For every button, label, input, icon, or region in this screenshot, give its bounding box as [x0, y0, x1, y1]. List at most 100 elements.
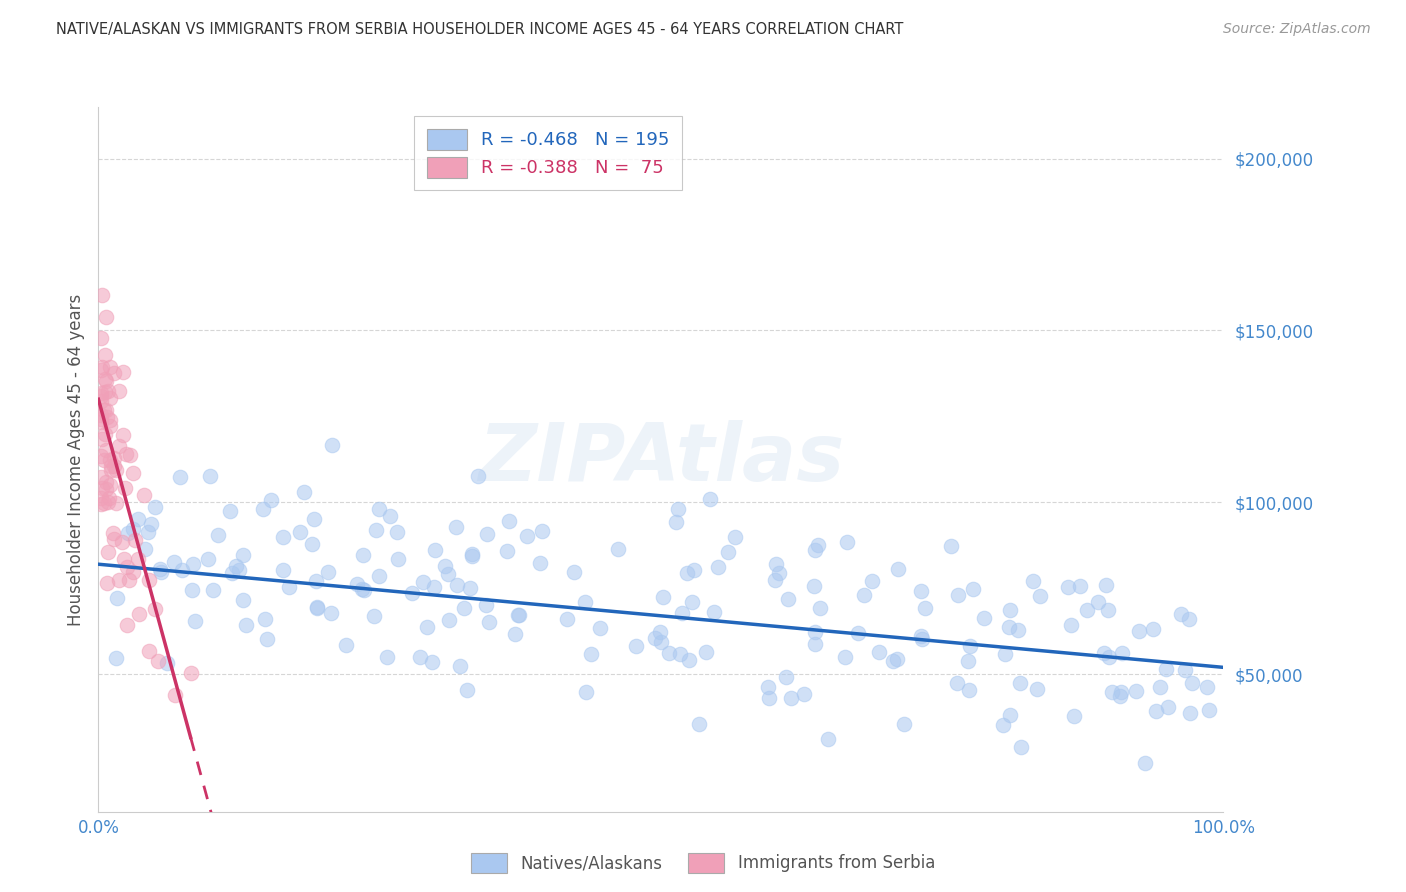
Point: [412, 574, 434, 589]
Point: [128, 607, 150, 622]
Point: [423, 542, 446, 557]
Point: [793, 687, 815, 701]
Point: [98, 413, 121, 427]
Point: [1101, 685, 1123, 699]
Point: [363, 609, 385, 624]
Point: [946, 588, 969, 602]
Point: [138, 574, 160, 588]
Point: [449, 658, 471, 673]
Point: [105, 496, 128, 510]
Point: [478, 615, 501, 630]
Point: [301, 537, 323, 551]
Point: [139, 516, 162, 531]
Point: [893, 717, 915, 731]
Point: [150, 565, 173, 579]
Point: [350, 582, 373, 596]
Point: [1057, 580, 1080, 594]
Point: [1125, 683, 1147, 698]
Point: [717, 545, 740, 559]
Point: [124, 533, 146, 548]
Point: [804, 637, 827, 651]
Point: [756, 680, 779, 694]
Point: [1133, 756, 1156, 770]
Point: [321, 437, 343, 451]
Point: [143, 500, 166, 515]
Point: [200, 468, 222, 483]
Point: [1109, 689, 1132, 703]
Point: [368, 569, 391, 583]
Point: [1178, 706, 1201, 721]
Point: [228, 564, 250, 578]
Point: [1025, 681, 1047, 696]
Point: [138, 644, 160, 658]
Point: [1097, 603, 1119, 617]
Point: [775, 670, 797, 684]
Point: [127, 512, 149, 526]
Point: [1095, 578, 1118, 592]
Point: [506, 607, 529, 622]
Point: [1109, 685, 1132, 699]
Point: [112, 552, 135, 566]
Point: [112, 366, 135, 380]
Point: [94, 475, 117, 489]
Point: [1029, 589, 1052, 603]
Point: [90, 331, 112, 345]
Point: [437, 613, 460, 627]
Point: [132, 488, 155, 502]
Point: [104, 651, 127, 665]
Point: [765, 557, 787, 571]
Point: [335, 638, 357, 652]
Point: [401, 585, 423, 599]
Point: [998, 707, 1021, 722]
Text: ZIPAtlas: ZIPAtlas: [478, 420, 844, 499]
Point: [531, 524, 554, 538]
Point: [695, 644, 717, 658]
Point: [1170, 607, 1192, 622]
Point: [998, 602, 1021, 616]
Point: [105, 463, 128, 477]
Point: [668, 501, 690, 516]
Point: [103, 366, 125, 380]
Point: [423, 581, 446, 595]
Point: [1007, 623, 1029, 637]
Point: [273, 531, 295, 545]
Point: [1092, 646, 1115, 660]
Point: [115, 447, 138, 461]
Point: [319, 606, 342, 620]
Point: [648, 625, 671, 640]
Point: [115, 618, 138, 632]
Point: [703, 605, 725, 619]
Point: [496, 543, 519, 558]
Point: [98, 419, 121, 434]
Point: [804, 543, 827, 558]
Point: [221, 566, 243, 581]
Point: [446, 578, 468, 592]
Point: [846, 626, 869, 640]
Point: [474, 599, 496, 613]
Point: [1174, 663, 1197, 677]
Point: [103, 450, 125, 465]
Point: [579, 647, 602, 661]
Point: [97, 491, 120, 505]
Point: [93, 453, 115, 467]
Point: [346, 577, 368, 591]
Point: [678, 653, 700, 667]
Point: [366, 523, 388, 537]
Point: [671, 606, 693, 620]
Point: [1197, 680, 1219, 694]
Point: [184, 614, 207, 628]
Point: [288, 525, 311, 540]
Point: [202, 583, 225, 598]
Point: [606, 542, 628, 557]
Point: [914, 601, 936, 615]
Point: [946, 675, 969, 690]
Point: [1008, 676, 1031, 690]
Point: [292, 484, 315, 499]
Legend: Natives/Alaskans, Immigrants from Serbia: Natives/Alaskans, Immigrants from Serbia: [464, 847, 942, 880]
Text: NATIVE/ALASKAN VS IMMIGRANTS FROM SERBIA HOUSEHOLDER INCOME AGES 45 - 64 YEARS C: NATIVE/ALASKAN VS IMMIGRANTS FROM SERBIA…: [56, 22, 904, 37]
Point: [676, 566, 699, 580]
Point: [461, 547, 484, 561]
Point: [93, 403, 115, 417]
Point: [207, 528, 229, 542]
Point: [688, 717, 710, 731]
